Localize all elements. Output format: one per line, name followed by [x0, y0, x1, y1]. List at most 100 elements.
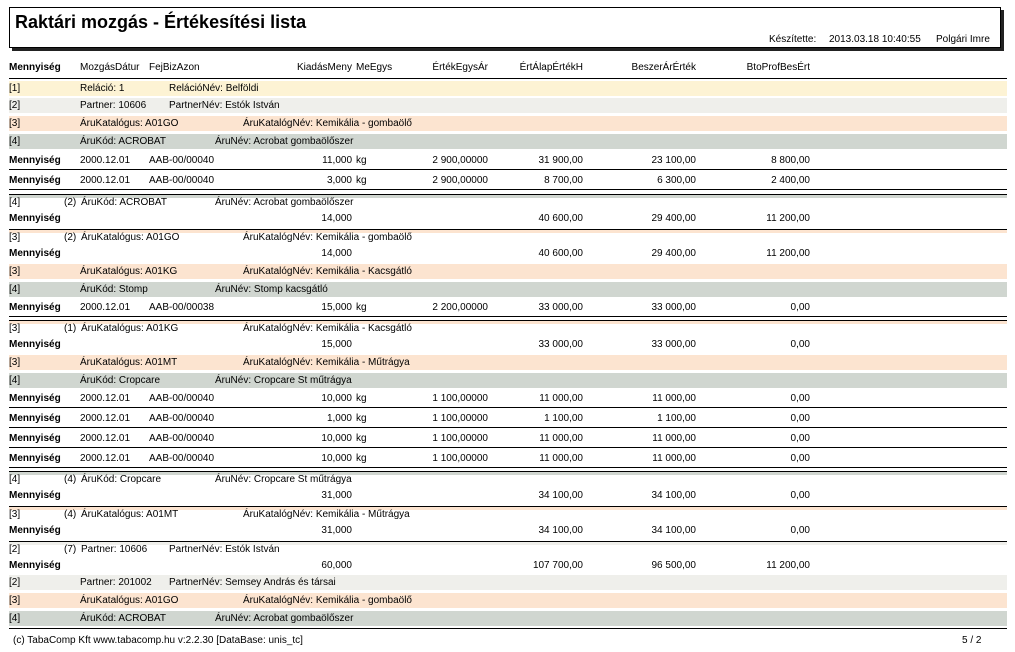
col-bto-prof-bes-ert: BtoProfBesÉrt [746, 62, 810, 73]
row-kiadas-meny: 10,000 [321, 393, 352, 404]
group-name: ÁruNév: Acrobat gombaölőszer [215, 613, 354, 624]
row-mennyiseg-label: Mennyiség [9, 453, 61, 464]
row-kiadas-meny: 15,000 [321, 302, 352, 313]
group-color-bar [9, 542, 1007, 545]
group-color-bar [9, 321, 1007, 324]
group-level: [3] [9, 266, 21, 277]
group-name: ÁruNév: Cropcare St műtrágya [215, 474, 352, 485]
group-color-bar [9, 195, 1007, 198]
row-bto-prof-bes-ert: 0,00 [790, 413, 810, 424]
row-fej-biz-azon: AAB-00/00038 [149, 302, 215, 313]
row-kiadas-meny: 14,000 [321, 248, 352, 259]
detail-row: Mennyiség 2000.12.01 AAB-00/00040 3,000 kg 2 … [9, 172, 1007, 190]
col-ert-alap-ertek: ÉrtÁlapÉrtékH [519, 62, 583, 73]
row-mennyiseg-label: Mennyiség [9, 339, 61, 350]
row-bto-prof-bes-ert: 8 800,00 [771, 155, 810, 166]
row-ert-alap-ertek: 107 700,00 [532, 560, 583, 571]
row-beszer-ar-ertek: 11 000,00 [652, 453, 696, 464]
row-kiadas-meny: 10,000 [321, 433, 352, 444]
subtotal-row: [2] (7) Partner: 10606 PartnerNév: Estók Is… [9, 541, 1007, 575]
group-level: [4] [9, 284, 21, 295]
col-mennyiseg: Mennyiség [9, 62, 61, 73]
row-fej-biz-azon: AAB-00/00040 [149, 453, 215, 464]
group-name: ÁruKatalógNév: Kemikália - Műtrágya [243, 357, 410, 368]
created-at: 2013.03.18 10:40:55 [829, 34, 921, 45]
row-beszer-ar-ertek: 33 000,00 [651, 339, 697, 350]
group-color-bar [9, 472, 1007, 475]
row-ert-alap-ertek: 40 600,00 [538, 248, 584, 259]
row-beszer-ar-ertek: 11 000,00 [652, 393, 696, 404]
group-name: PartnerNév: Estók István [169, 100, 280, 111]
footer-copyright: (c) TabaComp Kft www.tabacomp.hu v:2.2.3… [13, 635, 303, 646]
row-beszer-ar-ertek: 29 400,00 [651, 213, 697, 224]
group-name: ÁruNév: Acrobat gombaölőszer [215, 136, 354, 147]
row-kiadas-meny: 31,000 [321, 490, 352, 501]
row-kiadas-meny: 3,000 [326, 175, 352, 186]
row-bto-prof-bes-ert: 0,00 [790, 393, 810, 404]
group-level: [3] [9, 232, 21, 243]
row-ert-alap-ertek: 33 000,00 [538, 302, 584, 313]
row-bto-prof-bes-ert: 2 400,00 [771, 175, 810, 186]
group-name: ÁruNév: Cropcare St műtrágya [215, 375, 352, 386]
group-level: [2] [9, 544, 21, 555]
detail-row: Mennyiség 2000.12.01 AAB-00/00040 10,000 kg 1… [9, 430, 1007, 448]
row-me-egys: kg [356, 175, 367, 186]
group-name: ÁruKatalógNév: Kemikália - Kacsgátló [243, 323, 412, 334]
row-mozgas-datum: 2000.12.01 [80, 433, 131, 444]
row-mozgas-datum: 2000.12.01 [80, 155, 131, 166]
row-mozgas-datum: 2000.12.01 [80, 302, 131, 313]
group-label: Partner: 10606 [80, 100, 147, 111]
group-label: Reláció: 1 [80, 83, 125, 94]
row-fej-biz-azon: AAB-00/00040 [149, 175, 215, 186]
group-level: [3] [9, 323, 21, 334]
group-count: (1) [64, 323, 77, 334]
row-mennyiseg-label: Mennyiség [9, 302, 61, 313]
row-bto-prof-bes-ert: 11 200,00 [766, 213, 810, 224]
row-ert-alap-ertek: 33 000,00 [538, 339, 584, 350]
row-me-egys: kg [356, 155, 367, 166]
row-bto-prof-bes-ert: 0,00 [790, 490, 810, 501]
row-mozgas-datum: 2000.12.01 [80, 175, 131, 186]
group-count: (4) [64, 474, 77, 485]
row-mennyiseg-label: Mennyiség [9, 213, 61, 224]
row-ert-alap-ertek: 11 000,00 [539, 433, 583, 444]
group-color-bar [9, 230, 1007, 233]
col-me-egys: MeEgys [356, 62, 393, 73]
row-kiadas-meny: 15,000 [321, 339, 352, 350]
row-kiadas-meny: 60,000 [321, 560, 352, 571]
row-ert-alap-ertek: 40 600,00 [538, 213, 584, 224]
group-label: ÁruKatalógus: A01MT [80, 357, 178, 368]
row-bto-prof-bes-ert: 11 200,00 [766, 248, 810, 259]
group-level: [3] [9, 595, 21, 606]
group-count: (2) [64, 197, 77, 208]
row-ert-alap-ertek: 11 000,00 [539, 393, 583, 404]
group-label: ÁruKatalógus: A01MT [81, 509, 179, 520]
row-me-egys: kg [356, 433, 367, 444]
row-ertek-egys-ar: 1 100,00000 [432, 413, 488, 424]
subtotal-row: [4] (4) ÁruKód: Cropcare ÁruNév: Cropcare S… [9, 471, 1007, 505]
page-number: 5 / 2 [962, 635, 982, 646]
group-label: ÁruKatalógus: A01GO [80, 595, 179, 606]
detail-row: Mennyiség 2000.12.01 AAB-00/00040 10,000 kg 1… [9, 450, 1007, 468]
group-name: PartnerNév: Estók István [169, 544, 280, 555]
group-level: [4] [9, 375, 21, 386]
group-name: RelációNév: Belföldi [169, 83, 259, 94]
group-color-bar [9, 507, 1007, 510]
col-mozgas-datum: MozgásDátur [80, 62, 140, 73]
group-label: ÁruKód: ACROBAT [81, 197, 167, 208]
row-ertek-egys-ar: 2 200,00000 [432, 302, 488, 313]
row-mennyiseg-label: Mennyiség [9, 393, 61, 404]
group-label: ÁruKatalógus: A01GO [81, 232, 180, 243]
subtotal-row: [4] (2) ÁruKód: ACROBAT ÁruNév: Acrobat gom… [9, 194, 1007, 228]
subtotal-row: [3] (2) ÁruKatalógus: A01GO ÁruKatalógNév: … [9, 229, 1007, 263]
row-beszer-ar-ertek: 96 500,00 [651, 560, 697, 571]
detail-row: Mennyiség 2000.12.01 AAB-00/00040 1,000 kg 1 … [9, 410, 1007, 428]
row-ertek-egys-ar: 1 100,00000 [432, 433, 488, 444]
row-kiadas-meny: 11,000 [322, 155, 352, 166]
group-label: ÁruKód: Cropcare [81, 474, 162, 485]
row-beszer-ar-ertek: 1 100,00 [657, 413, 696, 424]
subtotal-row: [3] (1) ÁruKatalógus: A01KG ÁruKatalógNév: … [9, 320, 1007, 354]
group-level: [4] [9, 613, 21, 624]
group-label: ÁruKatalógus: A01GO [80, 118, 179, 129]
row-beszer-ar-ertek: 6 300,00 [657, 175, 696, 186]
